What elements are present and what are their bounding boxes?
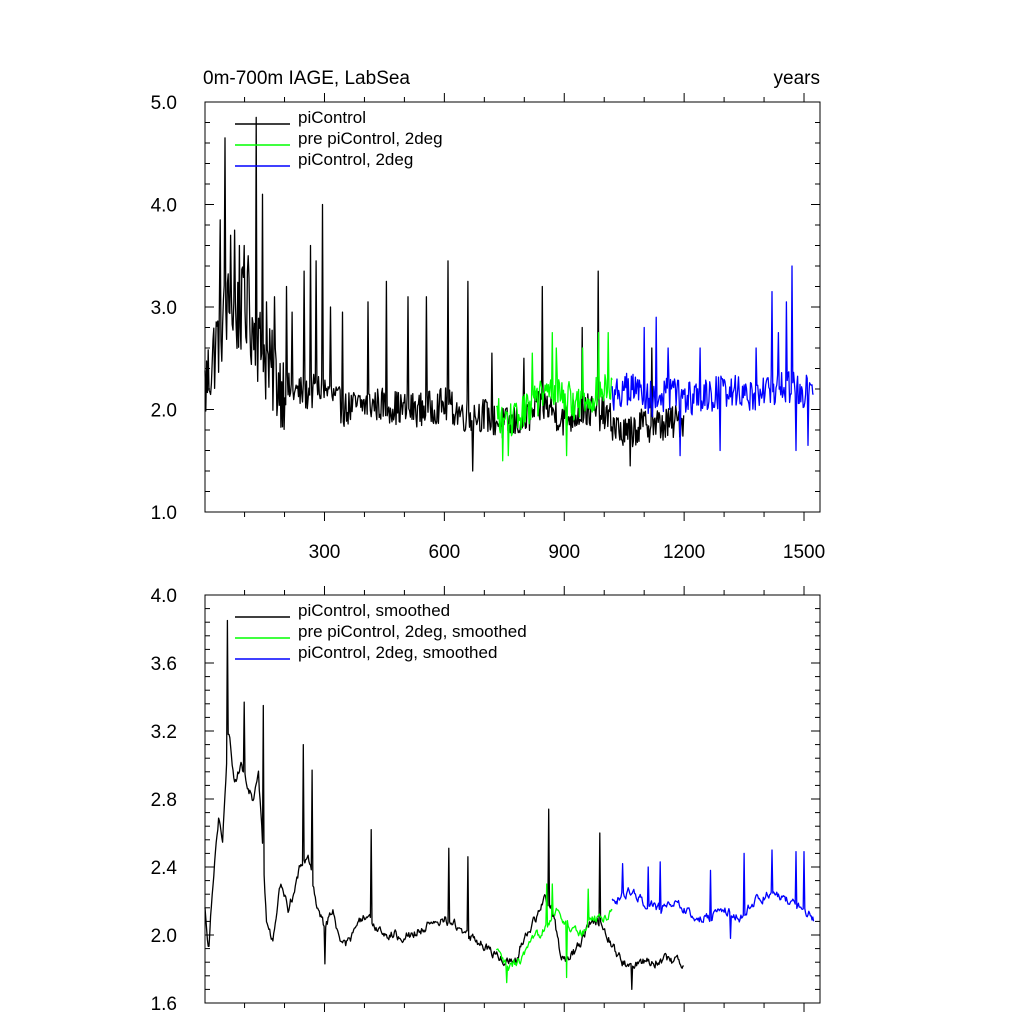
y-tick-label: 2.4 [151,858,178,879]
legend-label: pre piControl, 2deg, smoothed [298,622,527,641]
series-line-3 [611,265,814,457]
series-line-1 [204,116,685,472]
y-tick-label: 3.2 [151,722,177,743]
y-tick-label: 3.6 [151,654,177,675]
legend-label: piControl, smoothed [298,601,450,620]
panel-top: 300 600 900 1200 1500 1.0 2.0 3.0 4.0 5.0 piContro… [151,93,825,563]
y-tick-label: 4.0 [151,586,177,607]
x-tick-label: 1500 [783,542,825,563]
x-tick-label: 1200 [663,542,705,563]
x-tick-label: 300 [309,542,341,563]
x-tick-label: 900 [548,542,580,563]
y-tick-label: 5.0 [151,93,177,114]
title-right: years [774,68,820,89]
y-tick-label: 2.8 [151,790,177,811]
y-tick-label: 2.0 [151,926,177,947]
series-line-3 [611,849,815,940]
title-left: 0m-700m IAGE, LabSea [203,68,410,89]
legend-label: piControl, 2deg [298,150,413,169]
panel-bottom: 1.6 2.0 2.4 2.8 3.2 3.6 4.0 piControl, smoothed… [151,586,821,1015]
y-tick-label: 2.0 [151,401,177,422]
x-tick-label: 600 [429,542,461,563]
legend-label: piControl [298,108,366,127]
y-tick-label: 1.0 [151,503,177,524]
legend-label: piControl, 2deg, smoothed [298,643,497,662]
y-tick-label: 3.0 [151,298,177,319]
y-tick-label: 1.6 [151,994,177,1015]
series-line-2 [495,331,613,462]
series-line-1 [204,619,684,991]
legend-label: pre piControl, 2deg [298,129,443,148]
y-tick-label: 4.0 [151,196,177,217]
series-line-2 [495,883,613,984]
